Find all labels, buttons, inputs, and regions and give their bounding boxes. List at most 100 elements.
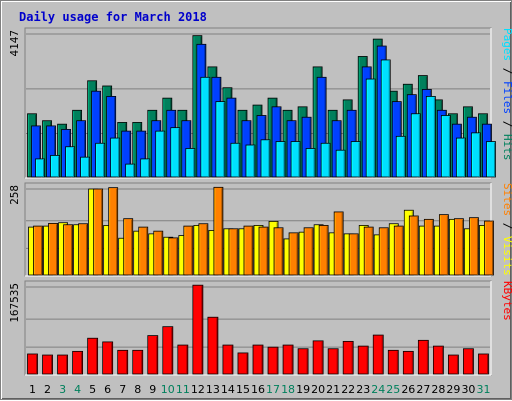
bar-pages-day-23 (365, 78, 376, 178)
bar-sites-day-31 (484, 220, 494, 276)
ymax-label: 258 (8, 185, 21, 205)
bar-pages-day-30 (471, 132, 481, 178)
bar-sites-day-6 (108, 187, 119, 276)
bar-sites-day-5 (93, 188, 104, 276)
bar-sites-day-2 (48, 222, 58, 276)
bar-pages-day-8 (140, 158, 151, 178)
day-label-6: 6 (104, 383, 111, 396)
bar-pages-day-27 (425, 95, 436, 178)
bar-sites-day-25 (393, 225, 404, 276)
bar-pages-day-21 (335, 149, 346, 178)
ymax-label: 4147 (8, 30, 21, 57)
bar-pages-day-24 (380, 59, 391, 178)
bar-sites-day-17 (273, 227, 284, 276)
bar-sites-day-7 (123, 218, 134, 276)
bar-pages-day-5 (95, 142, 106, 178)
bar-pages-day-2 (50, 155, 60, 178)
bar-sites-day-18 (288, 232, 299, 276)
bar-sites-day-23 (363, 226, 374, 276)
day-label-11: 11 (176, 383, 190, 396)
bar-kbytes-day-9 (147, 335, 159, 375)
bar-pages-day-10 (170, 127, 181, 178)
bar-pages-day-15 (245, 144, 256, 178)
legend-hits_files_pages: Pages / Files / Hits (501, 28, 512, 161)
bar-pages-day-14 (230, 142, 241, 178)
bar-kbytes-day-5 (87, 337, 99, 375)
day-label-9: 9 (149, 383, 156, 396)
bar-pages-day-7 (125, 163, 136, 178)
bar-kbytes-day-17 (267, 346, 279, 375)
bar-kbytes-day-6 (102, 341, 114, 375)
bar-pages-day-4 (80, 156, 91, 178)
bar-pages-day-22 (350, 141, 361, 178)
bar-kbytes-day-16 (252, 344, 264, 375)
legend-item-visits: Visits (501, 236, 512, 276)
day-label-5: 5 (89, 383, 96, 396)
bar-kbytes-day-29 (448, 354, 459, 375)
bar-kbytes-day-18 (282, 344, 294, 375)
bar-sites-day-9 (153, 230, 164, 276)
bar-kbytes-day-15 (237, 352, 249, 375)
day-label-8: 8 (134, 383, 141, 396)
bar-pages-day-19 (305, 148, 316, 178)
bar-kbytes-day-28 (432, 345, 444, 375)
bar-kbytes-day-8 (132, 349, 144, 375)
legend-separator: / (501, 216, 512, 236)
legend-item-files: Files (501, 81, 512, 114)
bar-pages-day-16 (260, 139, 271, 178)
day-label-7: 7 (119, 383, 126, 396)
bar-kbytes-day-31 (478, 353, 489, 375)
day-label-13: 13 (206, 383, 220, 396)
bar-sites-day-20 (318, 225, 329, 276)
legend-item-hits: Hits (501, 134, 512, 161)
day-label-2: 2 (44, 383, 51, 396)
bar-sites-day-16 (258, 226, 269, 276)
bar-pages-day-9 (155, 130, 166, 178)
day-axis: 1 2 3 4 5 6 7 8 9 10 11 12 13 14 15 16 17 18 19 20 21 22 23 24 2… (29, 383, 490, 396)
bar-sites-day-4 (78, 223, 89, 276)
day-label-17: 17 (266, 383, 280, 396)
bar-kbytes-day-14 (222, 344, 234, 375)
day-label-20: 20 (311, 383, 325, 396)
bar-kbytes-day-11 (177, 344, 189, 375)
bar-sites-day-8 (138, 226, 149, 276)
bar-kbytes-day-24 (372, 334, 384, 375)
day-label-10: 10 (161, 383, 175, 396)
bar-pages-day-26 (410, 113, 421, 178)
day-label-16: 16 (251, 383, 265, 396)
legend-item-sites: Sites (501, 183, 512, 216)
bar-pages-day-6 (110, 137, 121, 178)
bar-sites-day-24 (378, 227, 389, 276)
day-label-14: 14 (221, 383, 235, 396)
bar-pages-day-3 (65, 146, 75, 178)
bar-sites-day-22 (348, 233, 359, 276)
series-kbytes (27, 284, 489, 375)
day-label-1: 1 (29, 383, 36, 396)
bar-sites-day-26 (408, 215, 419, 276)
bar-kbytes-day-30 (463, 348, 474, 375)
bar-sites-day-1 (33, 225, 43, 276)
bar-sites-day-19 (303, 227, 314, 276)
bar-pages-day-20 (320, 142, 331, 178)
panel-hits_files_pages: 4147 Pages / Files / Hits (8, 27, 512, 179)
day-label-31: 31 (476, 383, 490, 396)
day-label-27: 27 (416, 383, 430, 396)
bar-pages-day-25 (395, 135, 406, 178)
day-label-12: 12 (191, 383, 205, 396)
bar-pages-day-12 (200, 76, 211, 178)
bar-kbytes-day-25 (387, 349, 399, 375)
bar-kbytes-day-10 (162, 326, 174, 375)
legend-separator: / (501, 114, 512, 134)
bar-kbytes-day-2 (42, 354, 53, 375)
bar-kbytes-day-12 (192, 284, 204, 375)
day-label-19: 19 (296, 383, 310, 396)
bar-sites-day-28 (438, 214, 449, 276)
legend-item-pages: Pages (501, 28, 512, 61)
bar-sites-day-10 (168, 237, 179, 276)
bar-sites-day-27 (423, 218, 434, 276)
bar-pages-day-18 (290, 141, 301, 178)
bar-kbytes-day-3 (57, 354, 68, 375)
panel-visits_sites: 258 Sites / Visits (8, 182, 512, 277)
